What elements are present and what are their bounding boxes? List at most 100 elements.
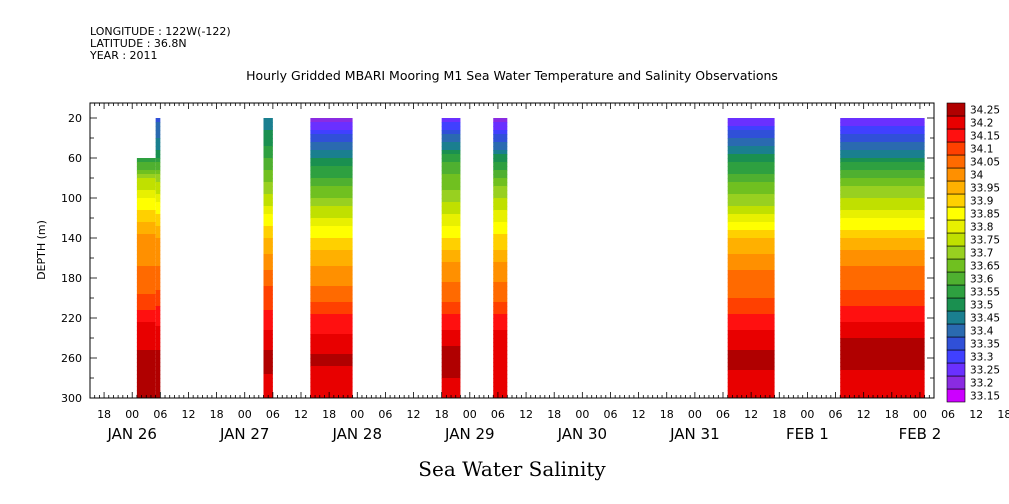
salinity-cell	[727, 278, 775, 283]
x-hour-tick-label: 00	[238, 408, 252, 421]
salinity-cell	[155, 322, 161, 327]
salinity-cell	[136, 310, 156, 315]
salinity-cell	[136, 382, 156, 387]
salinity-cell	[493, 274, 508, 279]
salinity-cell	[310, 134, 353, 139]
salinity-cell	[310, 190, 353, 195]
salinity-cell	[263, 230, 273, 235]
salinity-cell	[840, 162, 925, 167]
salinity-cell	[493, 314, 508, 319]
salinity-cell	[441, 306, 461, 311]
salinity-cell	[493, 386, 508, 391]
salinity-cell	[727, 262, 775, 267]
salinity-cell	[493, 190, 508, 195]
legend-swatch	[946, 297, 966, 312]
salinity-cell	[155, 166, 161, 171]
salinity-cell	[441, 210, 461, 215]
salinity-cell	[840, 238, 925, 243]
salinity-cell	[136, 314, 156, 319]
salinity-cell	[493, 150, 508, 155]
salinity-cell	[727, 350, 775, 355]
salinity-cell	[727, 318, 775, 323]
salinity-cell	[155, 290, 161, 295]
x-hour-tick-label: 12	[632, 408, 646, 421]
x-day-label: JAN 28	[332, 425, 383, 443]
salinity-cell	[310, 234, 353, 239]
legend-swatch	[946, 115, 966, 130]
salinity-cell	[727, 382, 775, 387]
salinity-cell	[263, 222, 273, 227]
salinity-cell	[493, 206, 508, 211]
salinity-cell	[136, 350, 156, 355]
legend-label: 33.85	[970, 209, 1000, 221]
salinity-cell	[727, 238, 775, 243]
salinity-cell	[136, 250, 156, 255]
salinity-cell	[441, 366, 461, 371]
salinity-cell	[263, 202, 273, 207]
salinity-cell	[155, 138, 161, 143]
legend-swatch	[946, 349, 966, 364]
salinity-cell	[310, 302, 353, 307]
salinity-cell	[840, 246, 925, 251]
legend-label: 33.6	[970, 274, 994, 286]
salinity-cell	[840, 138, 925, 143]
salinity-cell	[727, 154, 775, 159]
salinity-cell	[263, 342, 273, 347]
salinity-cell	[136, 266, 156, 271]
colorbar-legend: 33.1533.233.2533.333.3533.433.4533.533.5…	[946, 102, 1000, 403]
salinity-cell	[441, 198, 461, 203]
salinity-cell	[136, 374, 156, 379]
salinity-cell	[493, 242, 508, 247]
salinity-cell	[155, 130, 161, 135]
salinity-cell	[727, 126, 775, 131]
salinity-cell	[310, 230, 353, 235]
salinity-cell	[727, 218, 775, 223]
salinity-cell	[441, 190, 461, 195]
x-hour-tick-label: 00	[575, 408, 589, 421]
salinity-cell	[136, 210, 156, 215]
legend-swatch	[946, 102, 966, 117]
salinity-cell	[310, 358, 353, 363]
salinity-cell	[310, 286, 353, 291]
salinity-cell	[441, 150, 461, 155]
salinity-cell	[441, 378, 461, 383]
salinity-cell	[441, 166, 461, 171]
x-hour-tick-label: 18	[322, 408, 336, 421]
salinity-cell	[310, 270, 353, 275]
salinity-cell	[493, 342, 508, 347]
salinity-cell	[155, 226, 161, 231]
x-day-label: JAN 31	[669, 425, 720, 443]
salinity-cell	[155, 158, 161, 163]
salinity-cell	[840, 206, 925, 211]
salinity-cell	[493, 262, 508, 267]
x-hour-tick-label: 18	[97, 408, 111, 421]
salinity-cell	[441, 318, 461, 323]
salinity-cell	[310, 118, 353, 123]
salinity-cell	[441, 126, 461, 131]
salinity-cell	[727, 322, 775, 327]
salinity-cell	[136, 366, 156, 371]
salinity-cell	[493, 162, 508, 167]
salinity-cell	[493, 254, 508, 259]
salinity-cell	[310, 378, 353, 383]
salinity-cell	[155, 234, 161, 239]
salinity-cell	[493, 118, 508, 123]
salinity-cell	[727, 298, 775, 303]
salinity-cell	[310, 138, 353, 143]
salinity-cell	[727, 122, 775, 127]
salinity-cell	[840, 302, 925, 307]
salinity-cell	[441, 350, 461, 355]
salinity-cell	[441, 370, 461, 375]
salinity-cell	[263, 378, 273, 383]
salinity-cell	[136, 338, 156, 343]
salinity-cell	[840, 338, 925, 343]
salinity-cell	[840, 346, 925, 351]
salinity-cell	[155, 150, 161, 155]
salinity-cell	[840, 386, 925, 391]
legend-label: 33.2	[970, 378, 993, 390]
legend-swatch	[946, 336, 966, 351]
legend-swatch	[946, 323, 966, 338]
salinity-cell	[263, 246, 273, 251]
salinity-cell	[840, 262, 925, 267]
x-hour-tick-label: 18	[885, 408, 899, 421]
